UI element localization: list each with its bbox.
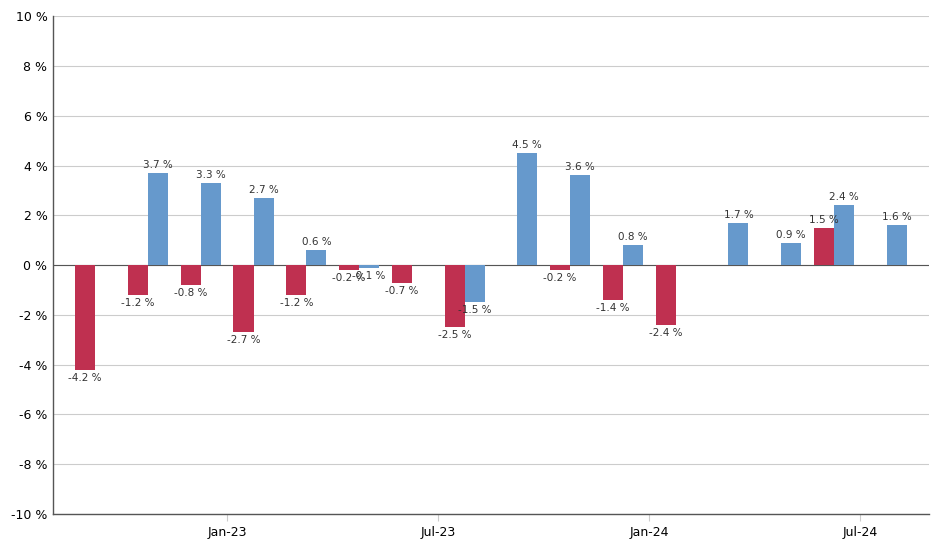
Bar — [814, 228, 834, 265]
Text: -0.1 %: -0.1 % — [352, 271, 385, 281]
Text: -1.2 %: -1.2 % — [121, 298, 155, 308]
Text: 0.9 %: 0.9 % — [776, 230, 806, 240]
Bar — [603, 265, 623, 300]
Text: 2.7 %: 2.7 % — [249, 185, 278, 195]
Bar — [392, 265, 412, 283]
Text: 0.6 %: 0.6 % — [302, 237, 331, 247]
Text: 3.7 %: 3.7 % — [143, 160, 173, 170]
Bar — [781, 243, 801, 265]
Text: -1.4 %: -1.4 % — [596, 303, 630, 313]
Bar — [75, 265, 95, 370]
Text: -2.5 %: -2.5 % — [438, 331, 471, 340]
Text: -0.2 %: -0.2 % — [333, 273, 366, 283]
Bar — [728, 223, 748, 265]
Text: -2.4 %: -2.4 % — [649, 328, 682, 338]
Bar — [445, 265, 464, 327]
Text: -4.2 %: -4.2 % — [69, 373, 102, 383]
Bar — [886, 226, 907, 265]
Text: -0.7 %: -0.7 % — [385, 285, 418, 295]
Text: -2.7 %: -2.7 % — [227, 336, 260, 345]
Text: -1.5 %: -1.5 % — [458, 305, 492, 316]
Text: -1.2 %: -1.2 % — [279, 298, 313, 308]
Bar — [834, 205, 854, 265]
Bar — [306, 250, 326, 265]
Bar — [233, 265, 254, 332]
Bar — [550, 265, 570, 270]
Bar — [655, 265, 676, 325]
Bar — [287, 265, 306, 295]
Text: 1.5 %: 1.5 % — [809, 214, 838, 225]
Text: -0.8 %: -0.8 % — [174, 288, 208, 298]
Bar — [339, 265, 359, 270]
Bar — [128, 265, 148, 295]
Bar — [201, 183, 221, 265]
Text: 4.5 %: 4.5 % — [512, 140, 542, 150]
Bar — [254, 198, 274, 265]
Bar — [570, 175, 590, 265]
Text: 2.4 %: 2.4 % — [829, 192, 859, 202]
Text: 3.6 %: 3.6 % — [565, 162, 595, 173]
Bar — [180, 265, 201, 285]
Bar — [623, 245, 643, 265]
Bar — [517, 153, 538, 265]
Text: 1.7 %: 1.7 % — [724, 210, 753, 220]
Bar — [464, 265, 485, 302]
Text: 1.6 %: 1.6 % — [882, 212, 912, 222]
Bar — [148, 173, 168, 265]
Text: 3.3 %: 3.3 % — [196, 170, 226, 180]
Text: 0.8 %: 0.8 % — [619, 232, 648, 242]
Text: -0.2 %: -0.2 % — [543, 273, 577, 283]
Bar — [359, 265, 379, 268]
